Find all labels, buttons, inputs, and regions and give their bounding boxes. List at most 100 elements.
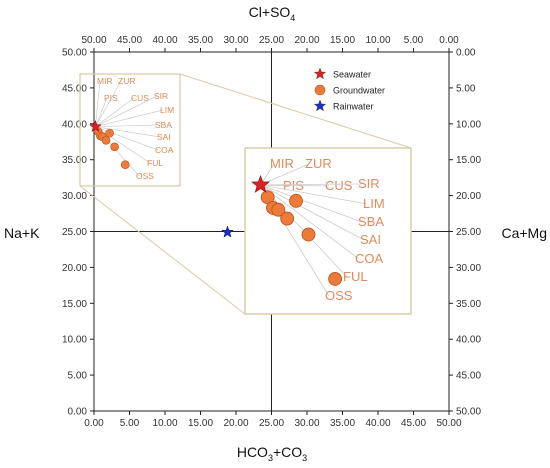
top-tick-label: 20.00 <box>294 35 319 46</box>
seawater-point <box>89 119 102 133</box>
legend: Seawater Groundwater Rainwater <box>313 67 385 112</box>
site-label-inset-oss: OSS <box>325 288 353 303</box>
bottom-tick-label: 5.00 <box>120 418 140 429</box>
site-leader-line-inset <box>260 184 363 223</box>
rainwater-point <box>221 225 234 238</box>
site-label-small-mir: MIR <box>97 76 113 86</box>
site-leader-line-inset <box>260 183 363 186</box>
site-leader-line-inset <box>260 184 365 241</box>
top-tick-label: 0.00 <box>439 35 459 46</box>
inset-connector-top <box>179 73 412 149</box>
site-leader-line-small <box>95 97 135 127</box>
bottom-tick-label: 0.00 <box>84 418 104 429</box>
left-axis-title: Na+K <box>4 225 40 241</box>
inset-connector-bottom <box>79 185 246 315</box>
right-tick-label: 25.00 <box>456 227 481 238</box>
site-label-small-sir: SIR <box>154 91 168 101</box>
inset-groundwater-point <box>289 193 303 208</box>
right-tick-label: 30.00 <box>456 263 481 274</box>
bottom-tick-label: 45.00 <box>401 418 426 429</box>
site-leader-line-small <box>95 95 158 127</box>
site-leader-line-inset <box>260 184 360 260</box>
site-label-inset-lim: LIM <box>363 196 385 211</box>
site-leader-line-small <box>95 126 159 151</box>
right-tick-label: 50.00 <box>456 407 481 418</box>
inset-groundwater-point <box>271 202 286 217</box>
legend-label-groundwater: Groundwater <box>333 86 385 96</box>
site-label-small-coa: COA <box>155 145 174 155</box>
site-leader-line-small <box>95 126 161 138</box>
top-tick-label: 10.00 <box>365 35 390 46</box>
site-label-small-lim: LIM <box>160 105 174 115</box>
left-tick-label: 10.00 <box>62 335 87 346</box>
top-tick-label: 15.00 <box>330 35 355 46</box>
top-axis-title-subscript: 4 <box>290 13 295 23</box>
left-tick-label: 40.00 <box>62 119 87 130</box>
site-leader-line-small <box>95 124 159 128</box>
bottom-tick-label: 50.00 <box>436 418 461 429</box>
site-label-small-pis: PIS <box>104 93 118 103</box>
top-tick-label: 5.00 <box>404 35 424 46</box>
site-label-small-zur: ZUR <box>118 76 135 86</box>
right-tick-label: 0.00 <box>456 48 476 59</box>
bottom-tick-label: 30.00 <box>294 418 319 429</box>
right-tick-label: 45.00 <box>456 371 481 382</box>
site-label-inset-zur: ZUR <box>305 156 332 171</box>
site-leader-line-small <box>95 80 101 127</box>
inset-groundwater-point <box>280 211 295 226</box>
right-tick-label: 5.00 <box>456 83 476 94</box>
left-tick-label: 5.00 <box>68 371 88 382</box>
left-tick-label: 0.00 <box>68 407 88 418</box>
site-leader-line-small <box>95 97 108 127</box>
site-label-small-sba: SBA <box>155 120 172 130</box>
bottom-tick-label: 20.00 <box>223 418 248 429</box>
top-tick-label: 30.00 <box>223 35 248 46</box>
site-label-inset-ful: FUL <box>343 269 368 284</box>
groundwater-point <box>105 128 114 138</box>
left-tick-label: 35.00 <box>62 155 87 166</box>
top-tick-label: 45.00 <box>117 35 142 46</box>
bottom-tick-label: 40.00 <box>365 418 390 429</box>
top-tick-label: 35.00 <box>188 35 213 46</box>
right-tick-label: 15.00 <box>456 155 481 166</box>
legend-marker-seawater <box>313 67 327 80</box>
top-tick-label: 40.00 <box>152 35 177 46</box>
site-leader-line-inset <box>260 163 310 186</box>
legend-label-rainwater: Rainwater <box>333 102 374 112</box>
bottom-tick-label: 35.00 <box>330 418 355 429</box>
right-tick-label: 10.00 <box>456 119 481 130</box>
left-tick-label: 50.00 <box>62 48 87 59</box>
bottom-tick-label: 25.00 <box>259 418 284 429</box>
groundwater-point <box>110 142 119 152</box>
site-label-small-ful: FUL <box>147 158 163 168</box>
inset-groundwater-point <box>301 227 316 242</box>
data-points <box>89 119 234 238</box>
groundwater-point <box>120 160 130 170</box>
right-tick-label: 20.00 <box>456 191 481 202</box>
site-label-small-cus: CUS <box>131 93 149 103</box>
top-tick-label: 25.00 <box>259 35 284 46</box>
inset-box <box>244 147 412 315</box>
site-leader-line-small <box>95 126 151 164</box>
legend-label-seawater: Seawater <box>333 70 371 80</box>
top-axis-title: Cl+SO4 <box>249 4 296 23</box>
inset-seawater-point <box>251 174 270 193</box>
site-label-inset-cus: CUS <box>325 178 353 193</box>
site-leader-line-small <box>95 80 122 127</box>
right-tick-label: 35.00 <box>456 299 481 310</box>
site-label-inset-coa: COA <box>355 251 384 266</box>
site-label-inset-mir: MIR <box>270 156 294 171</box>
left-tick-label: 20.00 <box>62 263 87 274</box>
site-leader-line-inset <box>260 184 368 205</box>
right-tick-label: 40.00 <box>456 335 481 346</box>
site-label-inset-sir: SIR <box>358 176 380 191</box>
legend-marker-groundwater <box>314 84 326 96</box>
bottom-axis-title: HCO3+CO3 <box>237 444 307 463</box>
site-leader-line-small <box>95 109 164 128</box>
bottom-tick-label: 10.00 <box>152 418 177 429</box>
tick-labels: 0.00 50.00 0.00 50.00 5.00 45.00 5.00 45.00 10.0… <box>62 35 481 429</box>
groundwater-point <box>101 136 111 145</box>
left-tick-label: 30.00 <box>62 191 87 202</box>
